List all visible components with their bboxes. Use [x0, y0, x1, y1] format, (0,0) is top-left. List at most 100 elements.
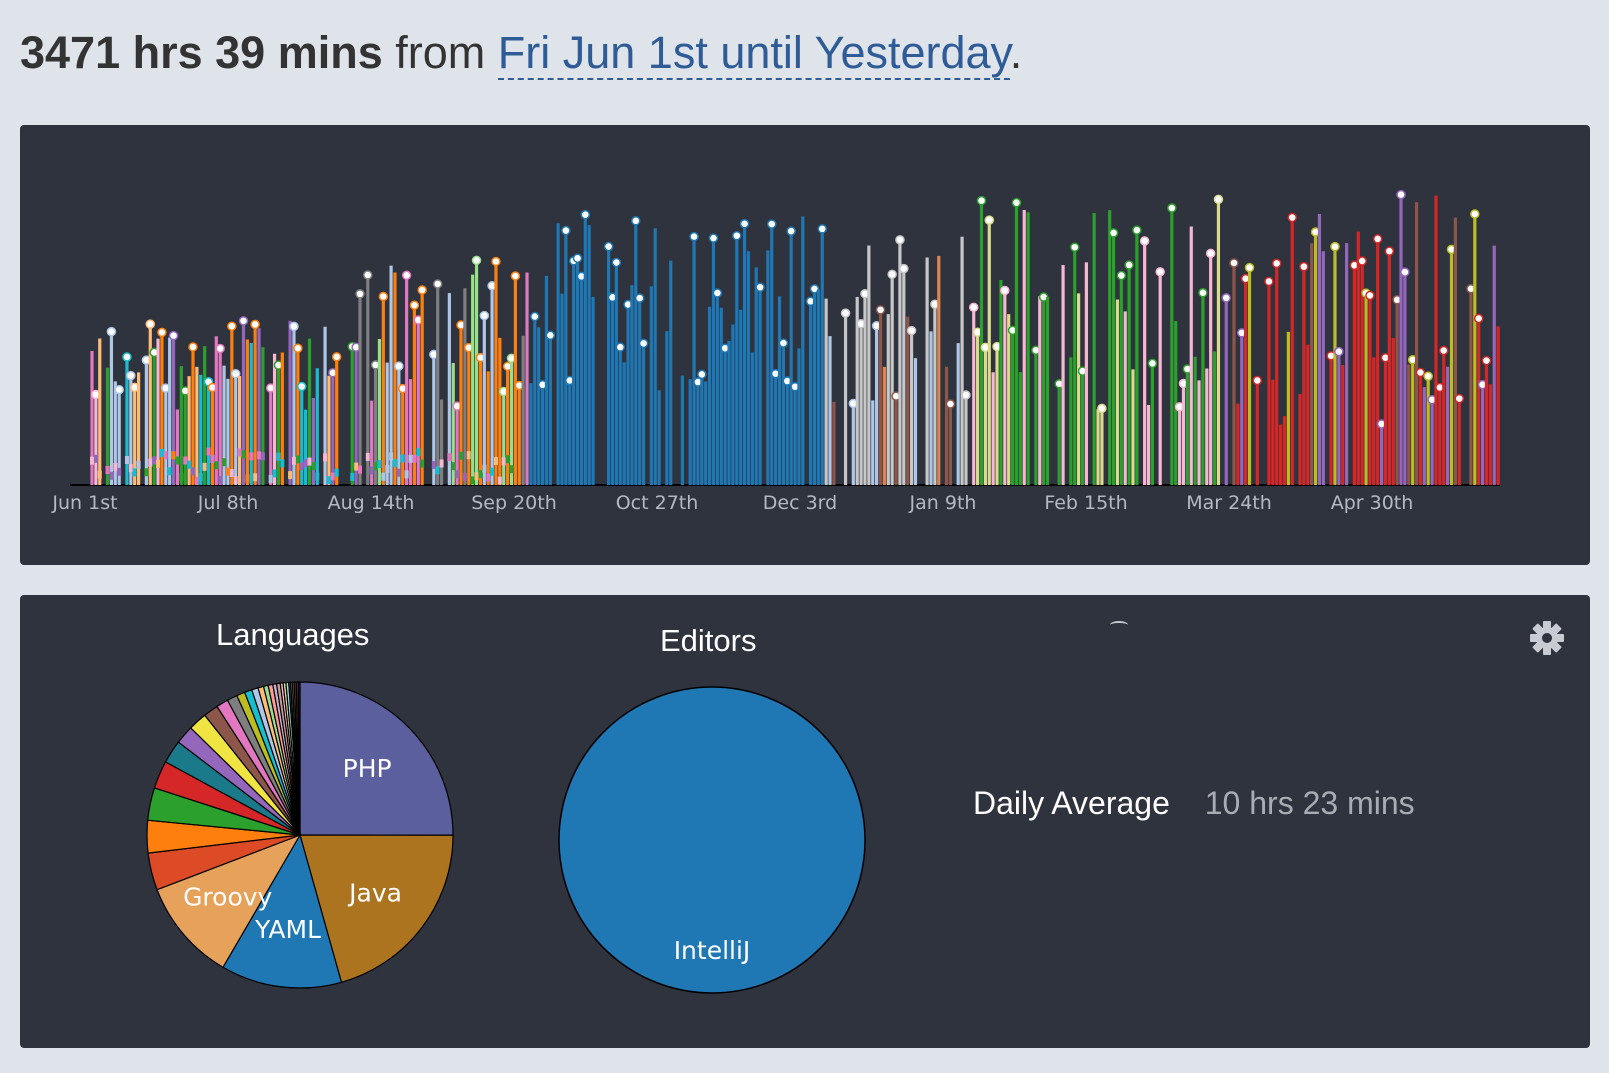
day-point[interactable] [786, 226, 796, 236]
day-point[interactable] [1481, 355, 1492, 366]
day-point[interactable] [1365, 290, 1375, 301]
day-point[interactable] [145, 319, 156, 329]
day-point[interactable] [1097, 403, 1107, 414]
day-point[interactable] [215, 343, 225, 354]
day-point[interactable] [634, 293, 645, 303]
day-point[interactable] [1069, 242, 1080, 252]
day-point[interactable] [250, 319, 260, 330]
day-point[interactable] [899, 263, 909, 274]
day-point[interactable] [378, 291, 389, 302]
day-point[interactable] [1205, 248, 1216, 259]
day-point[interactable] [545, 330, 556, 341]
date-range-link[interactable]: Fri Jun 1st until Yesterday [497, 27, 1010, 80]
day-point[interactable] [1384, 246, 1395, 256]
pie-slice[interactable] [222, 833, 343, 989]
day-point[interactable] [1470, 209, 1480, 219]
day-point[interactable] [401, 270, 412, 281]
day-point[interactable] [875, 305, 886, 315]
day-point[interactable] [122, 352, 132, 362]
day-point[interactable] [417, 285, 427, 295]
day-point[interactable] [1473, 313, 1484, 324]
day-point[interactable] [394, 361, 404, 371]
day-point[interactable] [355, 289, 365, 299]
day-point[interactable] [168, 330, 179, 341]
day-point[interactable] [755, 282, 765, 293]
day-point[interactable] [479, 310, 490, 321]
day-point[interactable] [114, 384, 124, 395]
day-point[interactable] [1357, 256, 1367, 266]
day-point[interactable] [611, 257, 622, 268]
day-point[interactable] [976, 195, 987, 206]
day-point[interactable] [1139, 236, 1150, 246]
day-point[interactable] [238, 316, 249, 326]
day-point[interactable] [809, 284, 820, 294]
pie-slice[interactable] [297, 681, 301, 836]
day-point[interactable] [1415, 367, 1426, 378]
day-point[interactable] [689, 231, 699, 242]
day-point[interactable] [778, 338, 789, 348]
day-point[interactable] [126, 370, 136, 381]
day-point[interactable] [409, 300, 420, 310]
day-point[interactable] [1299, 261, 1309, 272]
day-point[interactable] [840, 308, 851, 318]
day-point[interactable] [1372, 234, 1383, 244]
pie-slice[interactable] [558, 686, 866, 994]
day-point[interactable] [961, 390, 971, 400]
day-point[interactable] [1000, 285, 1010, 296]
day-point[interactable] [188, 342, 198, 352]
day-point[interactable] [732, 230, 742, 241]
day-point[interactable] [1264, 276, 1274, 287]
day-point[interactable] [510, 271, 521, 281]
day-point[interactable] [530, 311, 540, 322]
day-point[interactable] [1287, 212, 1297, 223]
day-point[interactable] [580, 209, 591, 220]
day-point[interactable] [157, 327, 167, 338]
day-point[interactable] [471, 255, 482, 266]
day-point[interactable] [363, 270, 373, 280]
day-point[interactable] [945, 399, 956, 409]
day-point[interactable] [1147, 358, 1158, 369]
day-point[interactable] [1213, 194, 1224, 205]
day-point[interactable] [1400, 267, 1410, 277]
day-point[interactable] [491, 256, 501, 267]
day-point[interactable] [230, 368, 241, 379]
day-point[interactable] [1167, 203, 1177, 213]
day-point[interactable] [572, 253, 583, 263]
pie-slice[interactable] [299, 681, 454, 836]
day-point[interactable] [561, 225, 571, 236]
day-point[interactable] [887, 269, 897, 280]
day-point[interactable] [1011, 197, 1022, 208]
day-point[interactable] [615, 342, 626, 352]
day-point[interactable] [1252, 375, 1263, 386]
day-point[interactable] [1423, 371, 1433, 381]
day-point[interactable] [906, 325, 917, 336]
day-point[interactable] [631, 216, 641, 226]
day-point[interactable] [739, 219, 750, 229]
day-point[interactable] [984, 215, 995, 225]
gear-icon[interactable] [1528, 619, 1566, 657]
day-point[interactable] [106, 326, 117, 337]
day-point[interactable] [1396, 189, 1406, 200]
day-point[interactable] [432, 279, 443, 289]
day-point[interactable] [817, 224, 827, 234]
day-point[interactable] [1438, 345, 1449, 356]
day-point[interactable] [1132, 225, 1142, 235]
day-point[interactable] [708, 233, 719, 243]
day-point[interactable] [293, 343, 303, 354]
day-point[interactable] [712, 288, 723, 298]
day-point[interactable] [1116, 270, 1127, 281]
day-point[interactable] [895, 235, 905, 245]
day-point[interactable] [638, 338, 649, 349]
day-point[interactable] [603, 241, 614, 252]
pie-slice[interactable] [156, 833, 302, 969]
day-point[interactable] [1271, 258, 1282, 269]
day-point[interactable] [227, 321, 237, 331]
day-point[interactable] [1330, 241, 1340, 252]
day-point[interactable] [1229, 258, 1239, 268]
day-point[interactable] [1108, 228, 1119, 238]
day-point[interactable] [1454, 393, 1465, 404]
day-point[interactable] [1124, 260, 1134, 270]
day-point[interactable] [297, 381, 307, 392]
day-point[interactable] [697, 369, 707, 380]
day-point[interactable] [968, 302, 979, 313]
